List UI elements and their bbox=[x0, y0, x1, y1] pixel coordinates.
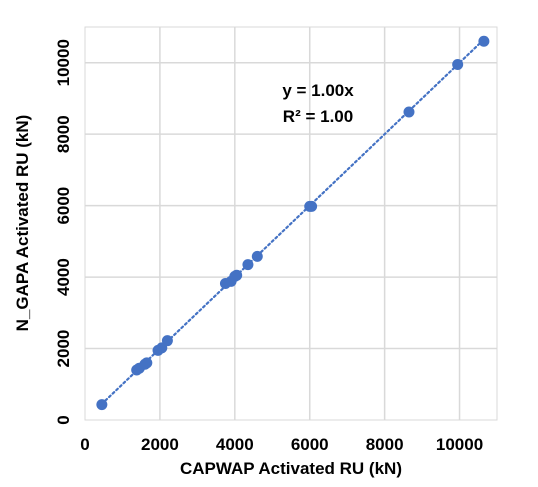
data-point bbox=[242, 259, 254, 271]
x-tick-label: 0 bbox=[80, 435, 89, 454]
y-axis-label: N_GAPA Activated RU (kN) bbox=[13, 115, 32, 332]
x-tick-label: 2000 bbox=[141, 435, 179, 454]
data-point bbox=[141, 357, 153, 369]
x-tick-label: 10000 bbox=[436, 435, 483, 454]
data-point bbox=[478, 35, 490, 47]
data-point bbox=[231, 269, 243, 281]
trendline-annotation: y = 1.00x R² = 1.00 bbox=[282, 81, 354, 126]
equation-label: y = 1.00x bbox=[282, 81, 354, 100]
x-tick-label: 8000 bbox=[366, 435, 404, 454]
r-squared-label: R² = 1.00 bbox=[283, 107, 353, 126]
y-tick-label: 0 bbox=[54, 415, 73, 424]
data-point bbox=[306, 200, 318, 212]
y-tick-label: 10000 bbox=[54, 39, 73, 86]
data-point bbox=[403, 106, 415, 118]
x-axis-label: CAPWAP Activated RU (kN) bbox=[180, 459, 402, 478]
data-point bbox=[161, 335, 173, 347]
tick-labels: 0 2000 4000 6000 8000 10000 0 2000 4000 6000 8000 1… bbox=[54, 39, 483, 454]
y-tick-label: 8000 bbox=[54, 115, 73, 153]
data-point bbox=[452, 59, 464, 71]
y-tick-label: 2000 bbox=[54, 330, 73, 368]
data-point bbox=[96, 399, 108, 411]
y-tick-label: 4000 bbox=[54, 258, 73, 296]
x-tick-label: 6000 bbox=[291, 435, 329, 454]
data-points bbox=[96, 35, 490, 411]
x-tick-label: 4000 bbox=[216, 435, 254, 454]
y-tick-label: 6000 bbox=[54, 187, 73, 225]
data-point bbox=[251, 250, 263, 262]
